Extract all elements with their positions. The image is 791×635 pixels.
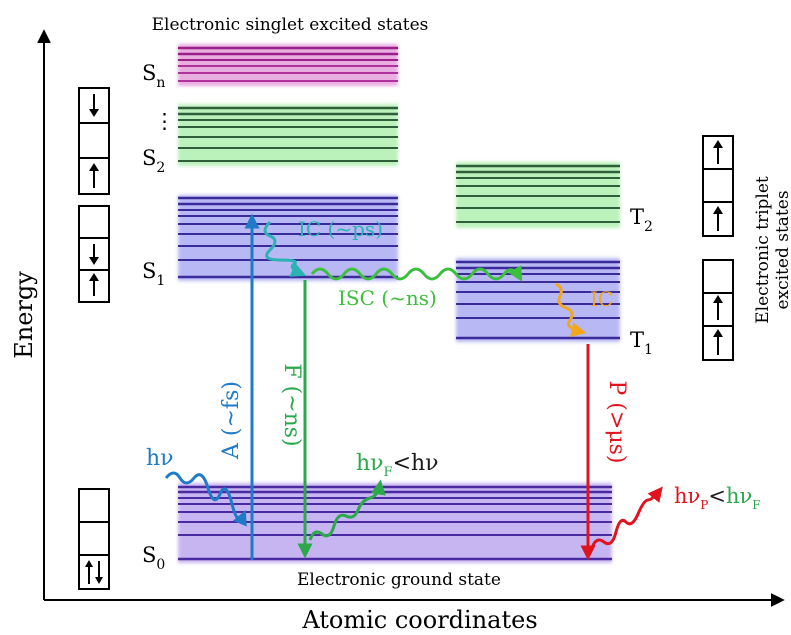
spin-up-arrow-icon [85, 560, 93, 584]
spin-down-arrow-icon [89, 94, 99, 117]
phosphorescence-photon: hνP<hνF [590, 484, 761, 549]
isc-label: ISC (~ns) [338, 286, 437, 310]
spin-up-arrow-icon [713, 329, 723, 355]
coordinate-axis-label: Atomic coordinates [301, 606, 537, 634]
fluorescence-arrow: F (~ns) [279, 280, 313, 559]
spin-box-s1 [78, 205, 110, 303]
sn-label: Sn [142, 61, 165, 91]
t2-label: T2 [630, 205, 653, 235]
s0-levels [178, 483, 612, 563]
spin-up-arrow-icon [89, 273, 99, 296]
fluorescence-photon: hνF<hν [308, 451, 439, 541]
wavy-arrow-icon [164, 471, 247, 527]
spin-up-arrow-icon [89, 163, 99, 188]
spin-box-sn [78, 87, 110, 195]
incident-photon-label: hν [146, 446, 174, 471]
ic-triplet: IC [555, 282, 613, 338]
spin-box-s0 [78, 488, 110, 590]
phosphorescence-photon-label: hνP<hνF [674, 484, 761, 512]
triplet-title-line1: Electronic triplet [753, 176, 773, 324]
t2-levels [456, 162, 620, 228]
spin-box-t1 [702, 259, 734, 361]
wavy-arrow-icon [263, 220, 307, 277]
sn-levels [178, 44, 398, 86]
fluorescence-photon-label: hνF<hν [356, 451, 439, 480]
phosphorescence-label: P (>μs) [604, 381, 629, 464]
spin-up-arrow-icon [713, 295, 723, 320]
spin-up-arrow-icon [713, 140, 723, 164]
s0-label: S0 [142, 543, 165, 573]
fluorescence-label: F (~ns) [279, 363, 304, 446]
ground-state-title: Electronic ground state [297, 570, 501, 590]
ic-triplet-label: IC [590, 287, 613, 311]
isc-transition: ISC (~ns) [310, 265, 523, 310]
wavy-arrow-icon [590, 486, 663, 549]
ic-singlet-label: IC (~ps) [298, 217, 383, 241]
spin-down-arrow-icon [89, 244, 99, 265]
phosphorescence-arrow: P (>μs) [580, 344, 629, 561]
s1-label: S1 [142, 259, 165, 289]
ic-singlet: IC (~ps) [263, 217, 383, 277]
wavy-arrow-icon [310, 265, 523, 282]
ellipsis-label: ⋮ [154, 109, 175, 133]
t1-label: T1 [630, 328, 653, 358]
spin-down-arrow-icon [95, 561, 103, 584]
s2-levels [178, 104, 398, 166]
s2-label: S2 [142, 146, 165, 176]
spin-up-arrow-icon [713, 206, 723, 231]
incident-photon: hν [146, 446, 247, 527]
wavy-arrow-icon [555, 282, 587, 338]
absorption-arrow: A (~fs) [219, 213, 260, 560]
energy-axis-label: Energy [10, 271, 38, 359]
spin-box-t2 [702, 135, 734, 237]
singlet-header: Electronic singlet excited states [152, 15, 429, 35]
absorption-label: A (~fs) [219, 381, 244, 460]
axes: Energy Atomic coordinates [10, 29, 785, 634]
state-labels: Electronic singlet excited states Electr… [142, 15, 791, 590]
triplet-title-line2: excited states [773, 190, 791, 309]
t1-levels [456, 258, 620, 342]
wavy-arrow-icon [308, 479, 386, 541]
